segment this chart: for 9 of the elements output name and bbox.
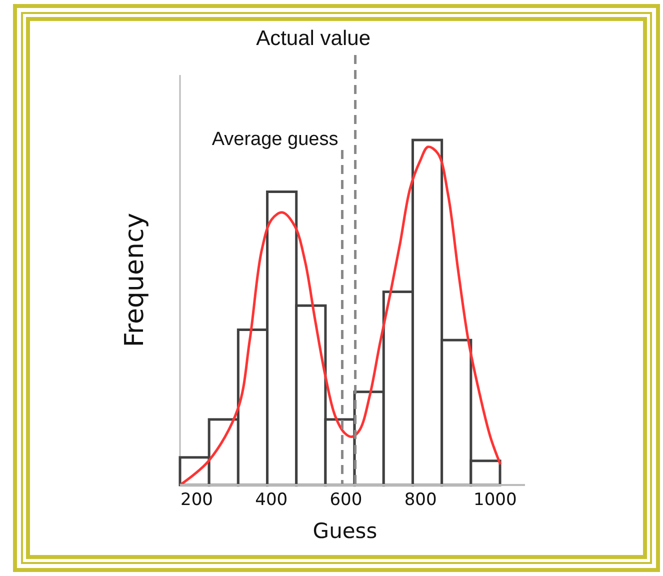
x-tick-label: 200 (180, 490, 214, 510)
ref-line-label: Average guess (212, 129, 338, 150)
x-tick-label: 1000 (474, 490, 517, 510)
ref-line-label: Actual value (256, 27, 370, 50)
x-tick-label: 800 (404, 490, 437, 510)
x-tick-label: 600 (330, 490, 362, 510)
x-axis-title: Guess (312, 519, 378, 543)
y-axis-title: Frequency (120, 212, 150, 348)
x-tick-label: 400 (255, 490, 288, 510)
